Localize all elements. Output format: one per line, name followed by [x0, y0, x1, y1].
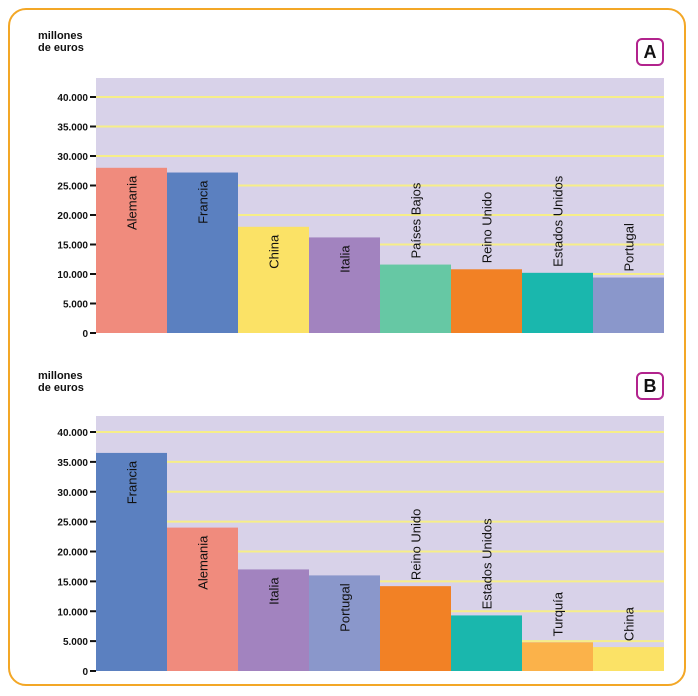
y-tick-label: 20.000: [57, 548, 88, 559]
panel-badge: B: [636, 372, 664, 400]
bar: [238, 569, 309, 671]
bar-label: Italia: [267, 577, 282, 605]
bar-label: Francia: [125, 460, 140, 504]
bar: [451, 615, 522, 671]
bar: [380, 586, 451, 671]
bar: [96, 167, 167, 333]
y-tick-label: 40.000: [57, 93, 88, 104]
bar: [309, 237, 380, 333]
bar-label: Turquía: [551, 591, 566, 636]
chart-panel-a: millones de euros A 0 5.000 10.000 15.000 20…: [0, 0, 698, 345]
bar: [167, 172, 238, 333]
y-tick-label: 20.000: [57, 211, 88, 222]
bar: [309, 575, 380, 671]
y-axis-label: millones de euros: [38, 370, 84, 394]
y-tick-label: 35.000: [57, 458, 88, 469]
y-tick-label: 5.000: [63, 637, 88, 648]
bar-label: China: [622, 606, 637, 641]
bar: [380, 264, 451, 333]
y-tick-label: 40.000: [57, 428, 88, 439]
y-tick-label: 25.000: [57, 182, 88, 193]
bar-label: Estados Unidos: [551, 175, 566, 267]
y-tick-label: 0: [82, 329, 88, 340]
bar: [522, 642, 593, 671]
bar-label: Portugal: [622, 223, 637, 272]
y-tick-label: 35.000: [57, 123, 88, 134]
y-tick-label: 30.000: [57, 488, 88, 499]
y-tick-label: 25.000: [57, 518, 88, 529]
bar: [593, 647, 664, 671]
y-tick-label: 0: [82, 667, 88, 678]
bar-label: Estados Unidos: [480, 518, 495, 610]
bar-label: Reino Unido: [409, 509, 424, 581]
bar-label: China: [267, 234, 282, 269]
bar-chart-a: 0 5.000 10.000 15.000 20.000 25.000 30.000 35.0…: [57, 78, 664, 340]
bar: [238, 226, 309, 333]
y-tick-label: 10.000: [57, 270, 88, 281]
bar-label: Portugal: [338, 583, 353, 632]
bar-label: Alemania: [196, 535, 211, 590]
bar: [522, 272, 593, 333]
bar-label: Países Bajos: [409, 182, 424, 258]
y-tick-label: 10.000: [57, 607, 88, 618]
panel-badge: A: [636, 38, 664, 66]
y-tick-label: 30.000: [57, 152, 88, 163]
bar: [451, 269, 522, 333]
y-tick-label: 15.000: [57, 241, 88, 252]
bar-label: Reino Unido: [480, 192, 495, 264]
bar-label: Francia: [196, 180, 211, 224]
y-axis-label: millones de euros: [38, 30, 84, 54]
bar-label: Alemania: [125, 175, 140, 230]
chart-frame: [8, 8, 686, 686]
y-tick-label: 5.000: [63, 300, 88, 311]
bar-label: Italia: [338, 245, 353, 273]
bar: [593, 277, 664, 333]
bar: [167, 527, 238, 671]
y-tick-label: 15.000: [57, 577, 88, 588]
bar: [96, 452, 167, 671]
